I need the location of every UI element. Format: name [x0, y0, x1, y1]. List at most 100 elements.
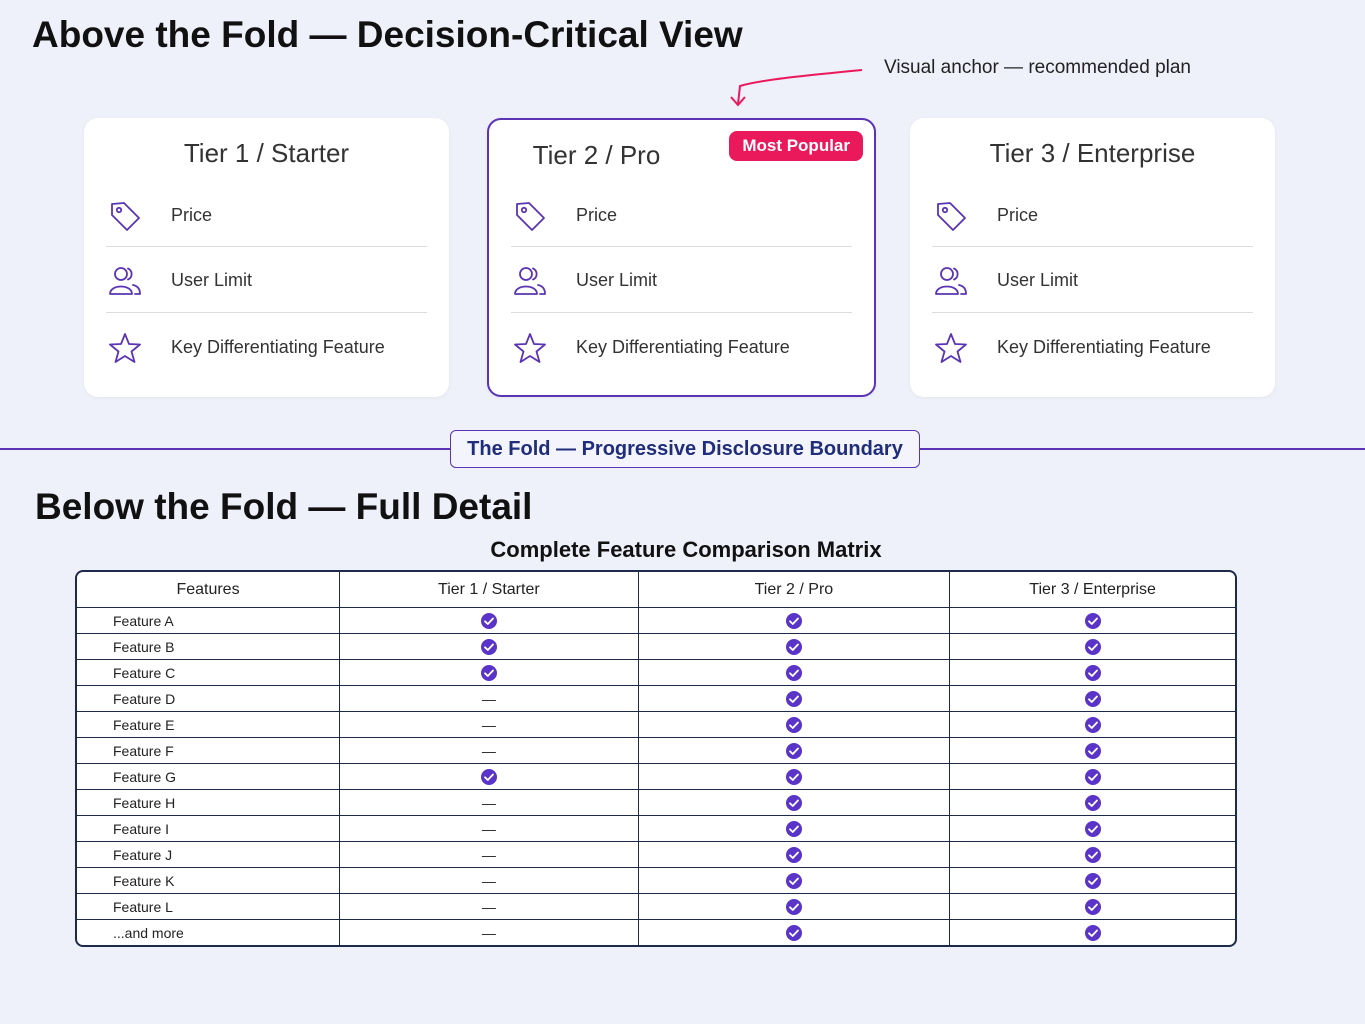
- table-row: Feature B: [77, 634, 1235, 660]
- tier-title: Tier 3 / Enterprise: [989, 138, 1196, 168]
- tier-card: Tier 1 / Starter Price User Limit Key Diffe…: [84, 118, 449, 397]
- dash: —: [340, 712, 639, 738]
- page-title: Above the Fold — Decision-Critical View: [32, 14, 743, 55]
- cell: [950, 738, 1235, 764]
- feature-name: ...and more: [77, 920, 341, 945]
- column-header: Tier 3 / Enterprise: [950, 572, 1235, 608]
- comparison-table: Features Tier 1 / Starter Tier 2 / Pro Tier…: [75, 570, 1237, 947]
- row-label: Price: [171, 205, 213, 225]
- check-icon: [785, 820, 802, 837]
- cell: [950, 608, 1235, 634]
- check-icon: [1084, 898, 1101, 915]
- dash: —: [340, 842, 639, 868]
- feature-name: Feature J: [77, 842, 341, 868]
- check-icon: [1084, 820, 1101, 837]
- cell: [638, 894, 951, 920]
- row-icon: [934, 264, 968, 303]
- check-icon: [785, 612, 802, 629]
- feature-name: Feature I: [77, 816, 341, 842]
- cell: [950, 842, 1235, 868]
- tier-title: Tier 2 / Pro: [532, 140, 661, 170]
- separator: [511, 246, 852, 247]
- check-icon: [1084, 872, 1101, 889]
- row-icon: [108, 264, 142, 303]
- check-icon: [785, 898, 802, 915]
- check-icon: [785, 794, 802, 811]
- check-icon: [1084, 924, 1101, 941]
- check-icon: [785, 924, 802, 941]
- row-icon: [934, 199, 968, 238]
- cell: [950, 868, 1235, 894]
- table-row: Feature J —: [77, 842, 1235, 868]
- feature-name: Feature E: [77, 712, 341, 738]
- cell: [638, 660, 951, 686]
- cell: [638, 686, 951, 712]
- feature-name: Feature G: [77, 764, 341, 790]
- feature-name: Feature A: [77, 608, 341, 634]
- cell: [950, 920, 1235, 945]
- check-icon: [1084, 664, 1101, 681]
- cell: [340, 660, 639, 686]
- table-row: Feature E —: [77, 712, 1235, 738]
- section-title: Below the Fold — Full Detail: [35, 486, 533, 527]
- separator: [932, 312, 1253, 313]
- cell: [950, 816, 1235, 842]
- separator: [106, 246, 427, 247]
- row-label: Price: [997, 205, 1039, 225]
- check-icon: [1084, 638, 1101, 655]
- row-label: Key Differentiating Feature: [576, 337, 790, 357]
- table-row: Feature K —: [77, 868, 1235, 894]
- row-label: User Limit: [997, 270, 1079, 290]
- table-row: Feature A: [77, 608, 1235, 634]
- cell: [638, 842, 951, 868]
- feature-name: Feature C: [77, 660, 341, 686]
- check-icon: [1084, 742, 1101, 759]
- column-header: Tier 2 / Pro: [638, 572, 951, 608]
- row-icon: [513, 331, 547, 370]
- annotation: Visual anchor — recommended plan: [884, 57, 1191, 78]
- cell: [638, 764, 951, 790]
- check-icon: [785, 846, 802, 863]
- cell: [638, 712, 951, 738]
- arrow-head: [730, 96, 746, 107]
- cell: [950, 894, 1235, 920]
- dash: —: [340, 686, 639, 712]
- dash: —: [340, 920, 639, 945]
- cell: [950, 660, 1235, 686]
- check-icon: [480, 612, 497, 629]
- check-icon: [1084, 768, 1101, 785]
- separator: [511, 312, 852, 313]
- check-icon: [785, 872, 802, 889]
- row-icon: [108, 331, 142, 370]
- table-row: Feature C: [77, 660, 1235, 686]
- dash: —: [340, 816, 639, 842]
- tier-title: Tier 1 / Starter: [183, 138, 350, 168]
- cell: [950, 712, 1235, 738]
- badge: Most Popular: [729, 131, 863, 161]
- feature-name: Feature F: [77, 738, 341, 764]
- tier-card: Tier 2 / Pro Most Popular Price User Limit K…: [487, 118, 876, 397]
- row-icon: [513, 199, 547, 238]
- cell: [950, 634, 1235, 660]
- cell: [950, 790, 1235, 816]
- cell: [340, 764, 639, 790]
- check-icon: [480, 638, 497, 655]
- separator: [932, 246, 1253, 247]
- tier-card: Tier 3 / Enterprise Price User Limit Key Di…: [910, 118, 1275, 397]
- cell: [950, 686, 1235, 712]
- table-row: Feature G: [77, 764, 1235, 790]
- check-icon: [785, 742, 802, 759]
- cell: [638, 738, 951, 764]
- table-row: ...and more —: [77, 920, 1235, 945]
- column-header: Features: [77, 572, 341, 608]
- table-row: Feature L —: [77, 894, 1235, 920]
- cell: [638, 790, 951, 816]
- separator: [106, 312, 427, 313]
- dash: —: [340, 868, 639, 894]
- row-label: Key Differentiating Feature: [171, 337, 385, 357]
- check-icon: [1084, 794, 1101, 811]
- table-title: Complete Feature Comparison Matrix: [490, 537, 882, 562]
- cell: [638, 868, 951, 894]
- cell: [340, 608, 639, 634]
